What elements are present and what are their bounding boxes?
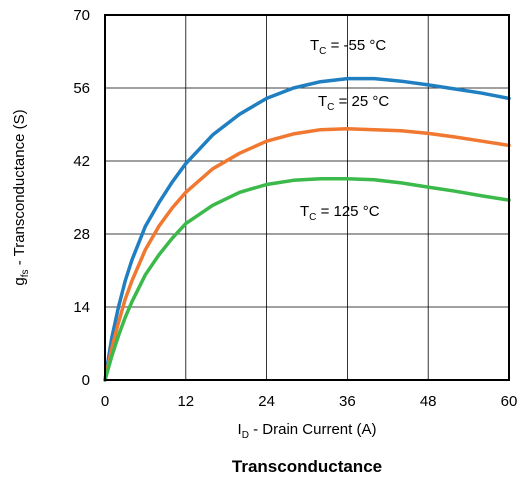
x-tick-label-3: 36 <box>339 393 356 410</box>
x-tick-label-0: 0 <box>101 393 109 410</box>
series-label-25-sub: C <box>327 102 334 113</box>
x-axis-title-main: I <box>238 421 242 438</box>
series-label-125: TC = 125 °C <box>300 203 380 223</box>
series-label-125-main: T <box>300 203 309 220</box>
y-tick-label-0: 0 <box>82 372 90 389</box>
series-label-minus55-main: T <box>310 37 319 54</box>
series-label-125-sub: C <box>309 212 316 223</box>
series-label-25-rest: = 25 °C <box>334 93 389 110</box>
y-tick-label-1: 14 <box>73 299 90 316</box>
tick-labels: 0 12 24 36 48 60 0 14 28 42 56 70 <box>73 7 517 410</box>
series-label-25: TC = 25 °C <box>318 93 389 113</box>
x-tick-label-1: 12 <box>177 393 194 410</box>
plot-frame <box>104 14 510 381</box>
x-tick-label-2: 24 <box>258 393 275 410</box>
x-axis-title-rest: - Drain Current (A) <box>249 421 377 438</box>
series-label-minus55-rest: = -55 °C <box>326 37 386 54</box>
y-tick-label-5: 70 <box>73 7 90 24</box>
y-axis-title-sub: fs <box>20 269 31 277</box>
y-tick-label-4: 56 <box>73 80 90 97</box>
y-axis-title-rest: - Transconductance (S) <box>11 109 28 269</box>
series-label-25-main: T <box>318 93 327 110</box>
x-axis-title: ID - Drain Current (A) <box>238 421 377 441</box>
series-label-minus55: TC = -55 °C <box>310 37 386 57</box>
series-line-minus55 <box>103 76 511 382</box>
chart-title: Transconductance <box>232 457 382 476</box>
x-tick-label-5: 60 <box>501 393 518 410</box>
y-tick-label-2: 28 <box>73 226 90 243</box>
series-group <box>103 76 511 382</box>
series-label-minus55-sub: C <box>319 46 326 57</box>
y-axis-title-main: g <box>11 277 28 285</box>
series-line-25 <box>103 126 511 382</box>
y-tick-label-3: 42 <box>73 153 90 170</box>
series-label-125-rest: = 125 °C <box>316 203 379 220</box>
x-tick-label-4: 48 <box>420 393 437 410</box>
series-line-125 <box>103 176 511 382</box>
x-axis-title-sub: D <box>242 430 249 441</box>
y-axis-title: gfs - Transconductance (S) <box>11 109 31 285</box>
grid <box>105 15 509 380</box>
